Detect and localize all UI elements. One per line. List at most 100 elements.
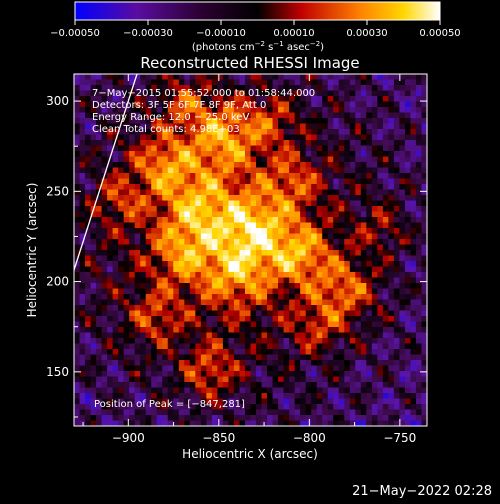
heatmap-cell <box>228 255 235 262</box>
heatmap-cell <box>151 365 158 372</box>
heatmap-cell <box>366 244 373 251</box>
heatmap-cell <box>112 294 119 300</box>
heatmap-cell <box>162 90 169 97</box>
heatmap-cell <box>189 393 196 399</box>
heatmap-cell <box>151 338 158 344</box>
heatmap-cell <box>118 178 125 185</box>
heatmap-cell <box>338 184 345 190</box>
heatmap-cell <box>239 156 246 163</box>
heatmap-cell <box>311 255 318 262</box>
heatmap-cell <box>349 79 356 86</box>
heatmap-cell <box>311 222 318 229</box>
heatmap-cell <box>333 365 340 372</box>
heatmap-cell <box>366 189 373 196</box>
heatmap-cell <box>123 343 130 350</box>
heatmap-image <box>74 74 427 426</box>
heatmap-cell <box>333 398 340 405</box>
heatmap-cell <box>217 398 224 405</box>
heatmap-cell <box>145 101 152 108</box>
heatmap-cell <box>283 134 290 141</box>
heatmap-cell <box>189 288 196 295</box>
heatmap-cell <box>228 74 235 80</box>
heatmap-cell <box>189 145 196 152</box>
y-tick-label: 200 <box>46 275 69 289</box>
heatmap-cell <box>151 288 158 295</box>
heatmap-cell <box>371 217 378 223</box>
heatmap-cell <box>377 96 384 102</box>
heatmap-cell <box>184 343 191 350</box>
heatmap-cell <box>239 200 246 207</box>
heatmap-cell <box>366 162 373 168</box>
heatmap-cell <box>162 145 169 152</box>
heatmap-cell <box>267 178 273 185</box>
heatmap-cell <box>96 101 102 108</box>
heatmap-cell <box>371 371 378 377</box>
heatmap-cell <box>399 178 406 185</box>
heatmap-cell <box>261 222 268 229</box>
heatmap-cell <box>410 140 417 146</box>
heatmap-cell <box>167 420 174 426</box>
heatmap-cell <box>256 261 262 267</box>
heatmap-cell <box>74 173 80 179</box>
heatmap-cell <box>294 365 301 372</box>
heatmap-cell <box>134 310 141 317</box>
heatmap-cell <box>300 178 307 185</box>
heatmap-cell <box>101 195 108 201</box>
heatmap-cell <box>134 107 141 113</box>
heatmap-cell <box>211 90 218 97</box>
heatmap-cell <box>90 250 97 256</box>
heatmap-cell <box>377 244 384 251</box>
heatmap-cell <box>123 365 130 372</box>
heatmap-cell <box>388 398 395 405</box>
heatmap-cell <box>79 178 86 185</box>
heatmap-cell <box>327 327 334 333</box>
heatmap-cell <box>283 332 290 339</box>
heatmap-cell <box>410 85 417 91</box>
heatmap-cell <box>267 101 273 108</box>
heatmap-cell <box>151 409 158 416</box>
heatmap-cell <box>79 409 86 416</box>
heatmap-cell <box>79 101 86 108</box>
heatmap-cell <box>140 294 147 300</box>
heatmap-cell <box>267 299 273 306</box>
heatmap-cell <box>371 283 378 289</box>
heatmap-cell <box>250 233 257 240</box>
heatmap-cell <box>156 211 163 218</box>
heatmap-cell <box>250 338 257 344</box>
heatmap-cell <box>162 167 169 174</box>
heatmap-cell <box>382 310 389 317</box>
heatmap-cell <box>118 228 125 234</box>
heatmap-cell <box>112 393 119 399</box>
heatmap-cell <box>178 255 185 262</box>
heatmap-cell <box>410 162 417 168</box>
heatmap-cell <box>96 123 102 130</box>
heatmap-cell <box>371 211 378 218</box>
heatmap-cell <box>366 79 373 86</box>
heatmap-cell <box>206 162 213 168</box>
heatmap-cell <box>294 211 301 218</box>
heatmap-cell <box>173 178 180 185</box>
heatmap-cell <box>195 85 202 91</box>
heatmap-cell <box>184 145 191 152</box>
heatmap-cell <box>239 162 246 168</box>
heatmap-cell <box>250 420 257 426</box>
heatmap-cell <box>145 156 152 163</box>
heatmap-cell <box>300 371 307 377</box>
heatmap-cell <box>410 327 417 333</box>
heatmap-cell <box>101 118 108 124</box>
heatmap-cell <box>162 217 169 223</box>
heatmap-cell <box>90 382 97 388</box>
heatmap-cell <box>101 244 108 251</box>
heatmap-cell <box>261 277 268 284</box>
heatmap-cell <box>256 415 262 421</box>
heatmap-cell <box>349 266 356 273</box>
heatmap-cell <box>371 167 378 174</box>
heatmap-cell <box>399 316 406 322</box>
heatmap-cell <box>300 288 307 295</box>
heatmap-cell <box>134 239 141 245</box>
heatmap-cell <box>388 189 395 196</box>
heatmap-cell <box>421 239 427 245</box>
heatmap-cell <box>112 272 119 278</box>
heatmap-cell <box>366 277 373 284</box>
heatmap-cell <box>415 316 422 322</box>
